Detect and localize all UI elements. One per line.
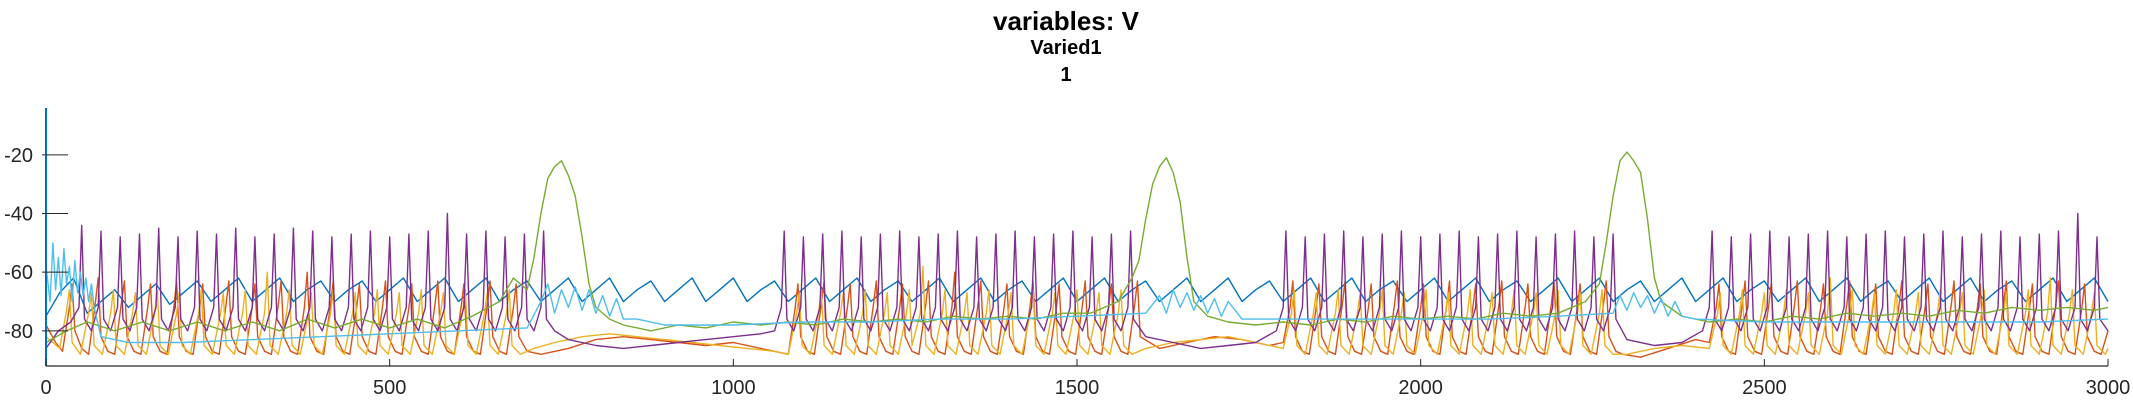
y-tick-label-0: -80 <box>4 321 33 343</box>
x-tick-label-1000: 1000 <box>711 377 756 399</box>
series-line-6 <box>45 242 2109 344</box>
series-layer <box>45 151 2109 358</box>
chart-subtitle-line-2: 1 <box>1060 64 1071 86</box>
x-tick-label-1500: 1500 <box>1055 377 1100 399</box>
y-tick-label-1: -60 <box>4 262 33 284</box>
series-line-2 <box>45 271 2109 358</box>
y-tick-label-3: -20 <box>4 145 33 167</box>
y-tick-label-2: -40 <box>4 204 33 226</box>
chart-title: variables: V <box>993 6 1140 36</box>
series-line-5 <box>45 151 2109 344</box>
series-line-4 <box>45 212 2109 350</box>
chart-subtitle-line-1: Varied1 <box>1030 37 1101 59</box>
x-tick-label-2500: 2500 <box>1742 377 1787 399</box>
axes-layer: 0 500 1000 1500 2000 2500 3000 -80 -60 -40 -20 <box>4 108 2130 399</box>
x-tick-label-3000: 3000 <box>2086 377 2131 399</box>
x-tick-label-0: 0 <box>40 377 51 399</box>
x-tick-label-500: 500 <box>373 377 406 399</box>
x-tick-label-2000: 2000 <box>1398 377 1443 399</box>
